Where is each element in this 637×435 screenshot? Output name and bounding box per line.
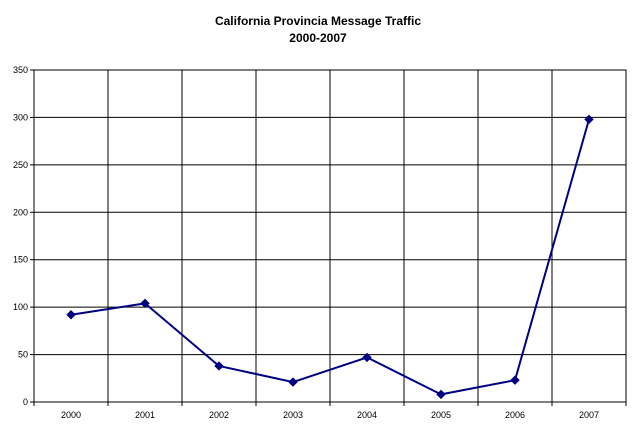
- chart-title: California Provincia Message Traffic: [215, 14, 421, 28]
- data-point-marker: [214, 361, 224, 371]
- x-tick-label: 2003: [283, 410, 303, 420]
- x-tick-label: 2001: [135, 410, 155, 420]
- axis-layer: [30, 69, 627, 406]
- grid-layer: [34, 69, 626, 402]
- y-tick-label: 150: [13, 255, 28, 265]
- series-layer: [66, 114, 594, 400]
- data-point-marker: [288, 377, 298, 387]
- x-tick-label: 2006: [505, 410, 525, 420]
- x-tick-label: 2007: [579, 410, 599, 420]
- y-tick-label: 200: [13, 207, 28, 217]
- x-tick-label: 2005: [431, 410, 451, 420]
- data-point-marker: [140, 298, 150, 309]
- series-line: [70, 119, 590, 396]
- data-point-marker: [510, 375, 520, 385]
- y-tick-label: 300: [13, 112, 28, 122]
- y-tick-label: 0: [23, 397, 28, 407]
- data-point-marker: [362, 352, 372, 363]
- data-point-marker: [436, 389, 446, 400]
- data-point-marker: [584, 114, 594, 125]
- tick-label-layer: 0 50 100 150 200 250 300 350 2000 2001 2002 2003 200…: [13, 65, 599, 420]
- y-tick-label: 250: [13, 160, 28, 170]
- x-tick-label: 2004: [357, 410, 377, 420]
- data-point-marker: [66, 310, 76, 320]
- x-tick-label: 2000: [61, 410, 81, 420]
- y-tick-label: 50: [18, 350, 28, 360]
- y-tick-label: 100: [13, 302, 28, 312]
- x-tick-label: 2002: [209, 410, 229, 420]
- y-tick-label: 350: [13, 65, 28, 75]
- chart-subtitle: 2000-2007: [289, 31, 347, 45]
